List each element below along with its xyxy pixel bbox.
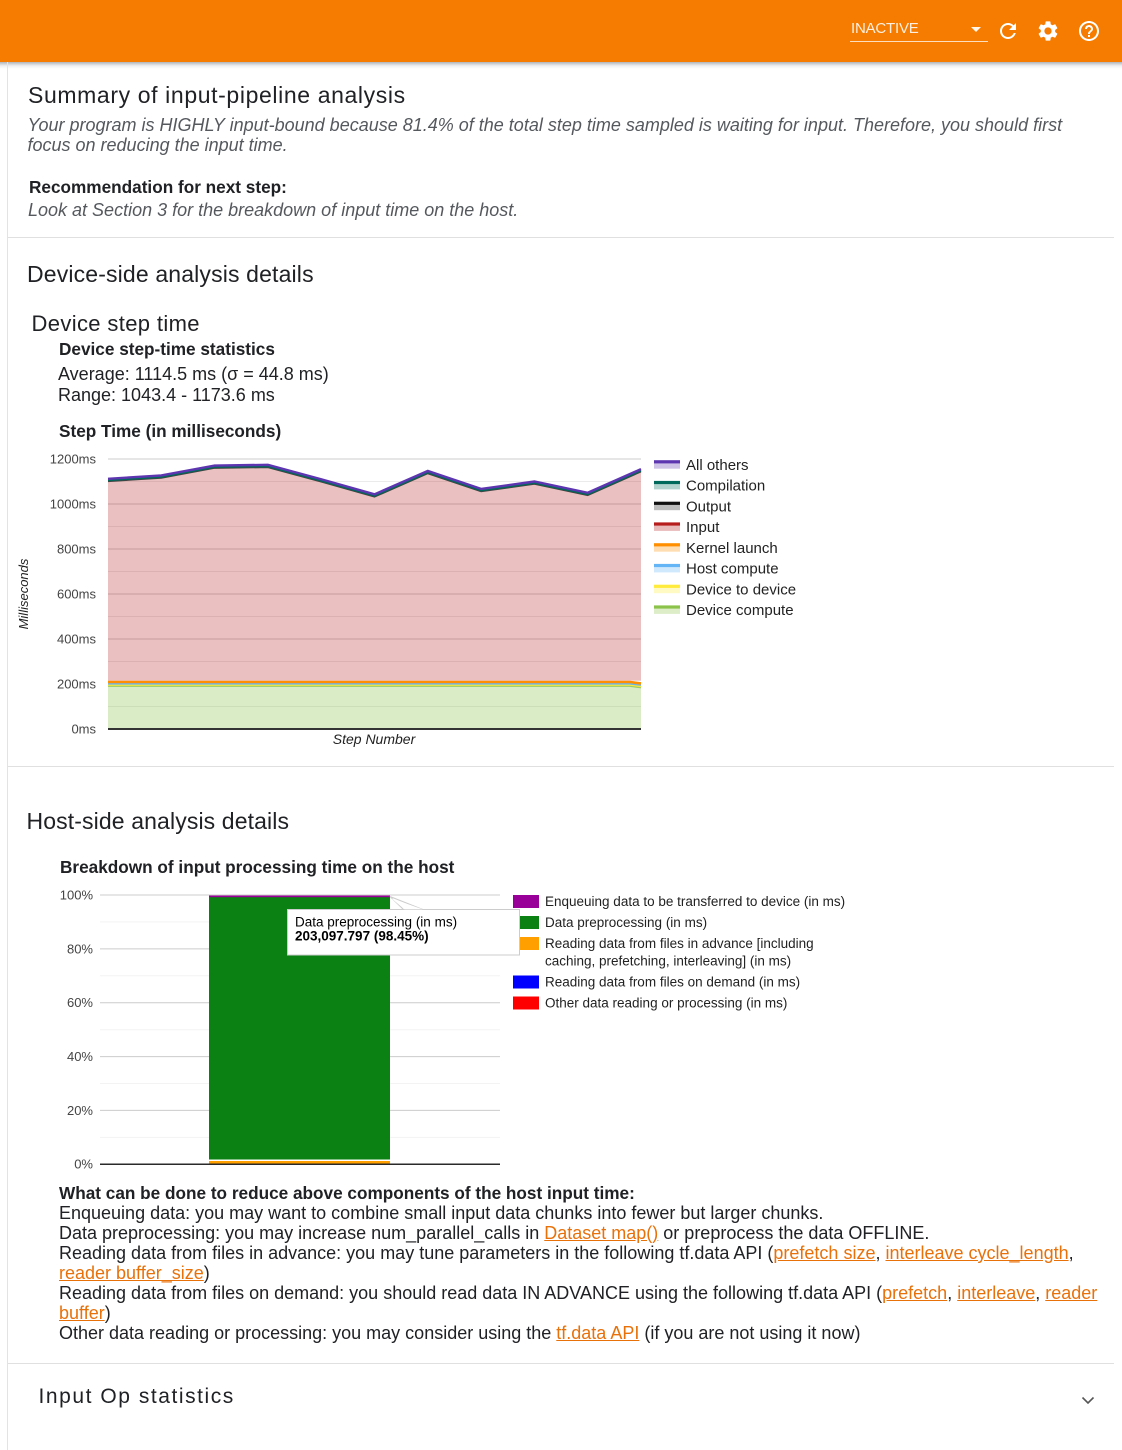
svg-text:Input: Input [686, 519, 720, 536]
svg-text:Kernel launch: Kernel launch [686, 540, 778, 557]
svg-text:0%: 0% [74, 1157, 93, 1172]
svg-text:80%: 80% [67, 941, 93, 956]
svg-text:40%: 40% [67, 1049, 93, 1064]
svg-text:Other data reading or processi: Other data reading or processing (in ms) [545, 996, 787, 1011]
svg-text:Reading data from files on dem: Reading data from files on demand (in ms… [545, 975, 800, 990]
svg-text:60%: 60% [67, 995, 93, 1010]
svg-text:600ms: 600ms [57, 587, 97, 602]
svg-text:200ms: 200ms [57, 677, 97, 692]
svg-text:1000ms: 1000ms [50, 497, 97, 512]
svg-text:Data preprocessing (in ms): Data preprocessing (in ms) [545, 915, 707, 930]
svg-text:203,097.797 (98.45%): 203,097.797 (98.45%) [295, 929, 429, 944]
svg-text:Host compute: Host compute [686, 561, 779, 578]
svg-text:0ms: 0ms [71, 722, 96, 737]
svg-text:caching, prefetching, interlea: caching, prefetching, interleaving] (in … [545, 954, 791, 969]
svg-text:100%: 100% [60, 888, 94, 903]
svg-text:All others: All others [686, 457, 749, 474]
svg-text:Milliseconds: Milliseconds [16, 558, 31, 629]
svg-text:Output: Output [686, 499, 732, 516]
svg-text:Compilation: Compilation [686, 478, 765, 495]
svg-text:Reading data from files in adv: Reading data from files in advance [incl… [545, 936, 814, 951]
svg-text:Step Number: Step Number [333, 731, 417, 747]
svg-text:800ms: 800ms [57, 542, 97, 557]
svg-text:400ms: 400ms [57, 632, 97, 647]
svg-text:Data preprocessing (in ms): Data preprocessing (in ms) [295, 915, 457, 930]
svg-text:1200ms: 1200ms [50, 452, 97, 467]
svg-text:Device compute: Device compute [686, 602, 794, 619]
svg-text:Device to device: Device to device [686, 582, 796, 599]
svg-text:Enqueuing data to be transferr: Enqueuing data to be transferred to devi… [545, 894, 845, 909]
svg-text:20%: 20% [67, 1103, 93, 1118]
